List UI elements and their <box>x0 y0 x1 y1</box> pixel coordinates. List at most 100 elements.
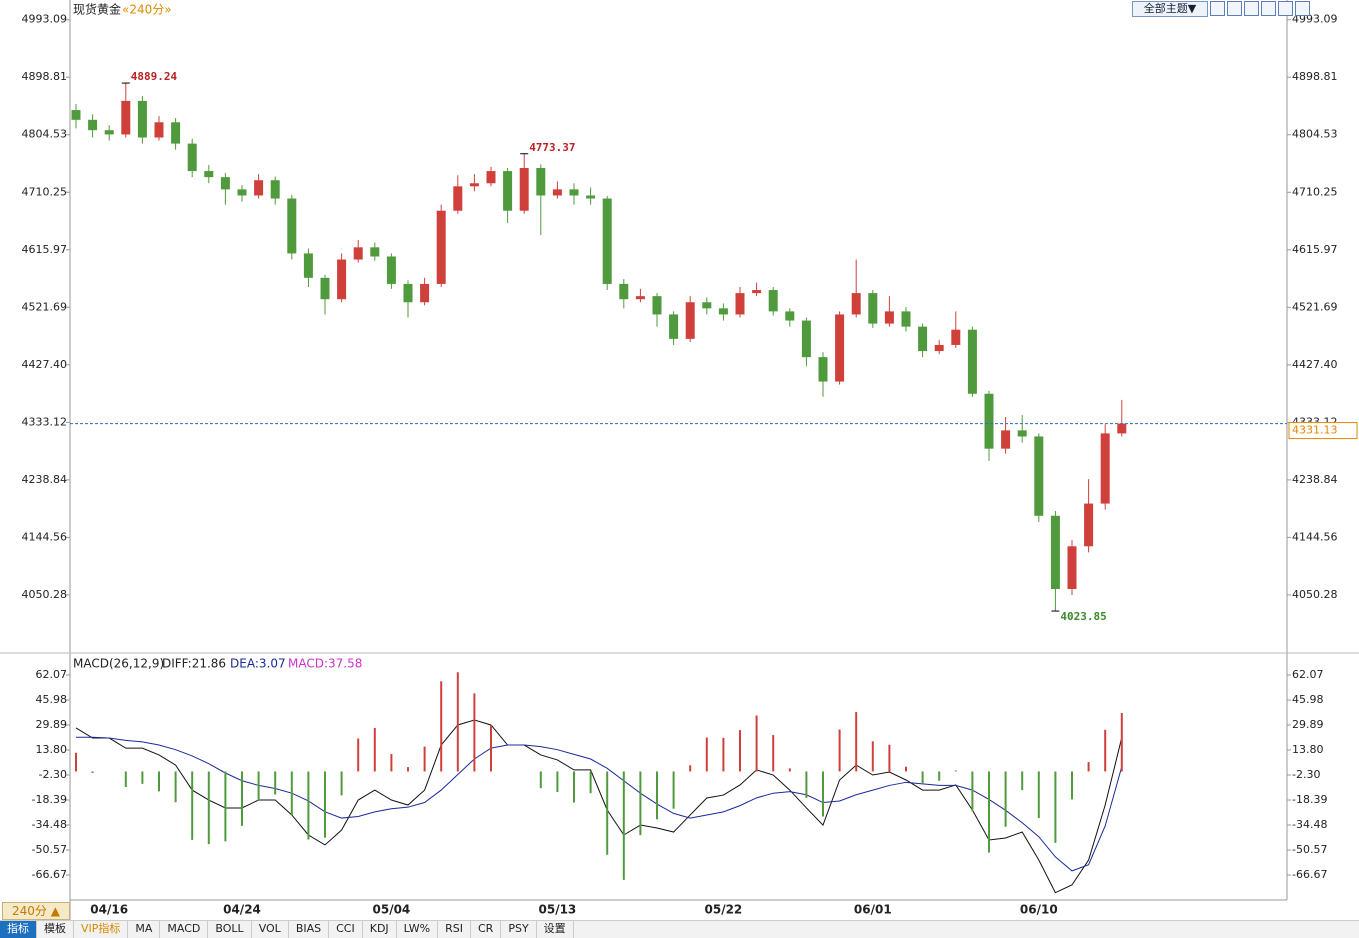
chart-title: 现货黄金 <box>73 2 121 17</box>
last-price-box <box>1288 422 1358 440</box>
legend-entry: MACD:37.58 <box>288 657 362 671</box>
toolbar-tab[interactable]: VIP指标 <box>74 921 129 938</box>
toolbar-tab[interactable]: CR <box>471 921 502 938</box>
candle-body <box>1001 430 1011 449</box>
toolbar-tab[interactable]: 设置 <box>537 921 574 938</box>
candle-body <box>868 293 878 324</box>
y-tick-label: 4521.69 <box>1292 300 1338 313</box>
candle-body <box>1084 503 1094 547</box>
candle-body <box>536 168 546 196</box>
low-annotation: 4023.85 <box>1060 610 1106 623</box>
toolbar-tab[interactable]: KDJ <box>363 921 397 938</box>
candle-body <box>137 100 147 138</box>
candle-body <box>154 122 164 138</box>
y-tick-label: 4050.28 <box>22 588 68 601</box>
y-tick-label: 4804.53 <box>22 128 68 141</box>
candle-body <box>801 320 811 358</box>
candle-body <box>1017 430 1027 437</box>
high-annotation: 4773.37 <box>529 141 575 154</box>
toolbar-tab[interactable]: BIAS <box>289 921 330 938</box>
icon[interactable] <box>1227 1 1242 16</box>
y-tick-label: -50.57 <box>1292 843 1327 856</box>
toolbar-tab[interactable]: LW% <box>397 921 439 938</box>
x-tick-label: 06/01 <box>854 903 892 917</box>
candle-body <box>171 122 181 144</box>
icon[interactable] <box>1295 1 1310 16</box>
candle-body <box>652 296 662 315</box>
y-tick-label: 4333.12 <box>22 415 68 428</box>
x-tick-label: 04/16 <box>90 903 128 917</box>
candle-body <box>337 259 347 300</box>
toolbar-tab[interactable]: PSY <box>501 921 537 938</box>
candle-body <box>768 290 778 312</box>
candle-body <box>353 247 363 260</box>
x-tick-label: 05/22 <box>705 903 743 917</box>
y-tick-label: -34.48 <box>32 818 67 831</box>
candle-body <box>104 130 114 135</box>
candle-body <box>918 326 928 352</box>
y-tick-label: 4144.56 <box>1292 530 1338 543</box>
indicator-toolbar: 指标 模板 VIP指标 MA MACD BOLL VOL BIAS CCI KDJ LW% RSI CR… <box>0 920 1359 938</box>
y-tick-label: 4710.25 <box>22 185 68 198</box>
y-tick-label: -2.30 <box>39 768 67 781</box>
candle-body <box>752 290 762 294</box>
macd-line <box>76 736 1123 872</box>
candle-body <box>901 311 911 327</box>
y-tick-label: -18.39 <box>1292 793 1327 806</box>
y-tick-label: 29.89 <box>36 718 68 731</box>
y-tick-label: 4238.84 <box>22 473 68 486</box>
candle-body <box>1067 546 1077 589</box>
toolbar-tab[interactable]: 模板 <box>37 921 74 938</box>
y-tick-label: 4898.81 <box>1292 70 1338 83</box>
y-tick-label: -66.67 <box>32 868 67 881</box>
theme-button[interactable]: 全部主题▼ <box>1132 1 1208 17</box>
toolbar-tab[interactable]: 指标 <box>0 921 37 938</box>
candle-body <box>735 293 745 315</box>
y-tick-label: 4144.56 <box>22 530 68 543</box>
icon[interactable] <box>1210 1 1225 16</box>
toolbar-tab[interactable]: MACD <box>160 921 209 938</box>
icon[interactable] <box>1244 1 1259 16</box>
candle-body <box>552 189 562 196</box>
candle-body <box>884 311 894 324</box>
candle-body <box>984 393 994 449</box>
x-tick-label: 05/04 <box>373 903 411 917</box>
candle-body <box>204 171 214 178</box>
candle-body <box>602 198 612 284</box>
candle-body <box>1100 433 1110 504</box>
icon[interactable] <box>1278 1 1293 16</box>
toolbar-tab[interactable]: VOL <box>252 921 289 938</box>
candle-body <box>187 143 197 172</box>
candle-body <box>1117 423 1127 434</box>
icon[interactable] <box>1261 1 1276 16</box>
candle-body <box>718 308 728 315</box>
toolbar-tab[interactable]: CCI <box>329 921 363 938</box>
candle-body <box>453 186 463 211</box>
y-tick-label: 62.07 <box>36 668 68 681</box>
toolbar-tab[interactable]: BOLL <box>208 921 252 938</box>
y-tick-label: 4615.97 <box>1292 243 1338 256</box>
toolbar-tab[interactable]: MA <box>128 921 161 938</box>
candle-body <box>1050 515 1060 589</box>
high-annotation: 4889.24 <box>131 70 178 83</box>
candle-body <box>469 183 479 187</box>
y-tick-label: -18.39 <box>32 793 67 806</box>
macd-title: MACD(26,12,9) <box>73 657 164 671</box>
toolbar-tab[interactable]: RSI <box>438 921 471 938</box>
x-tick-label: 04/24 <box>223 903 261 917</box>
y-tick-label: 45.98 <box>36 693 68 706</box>
y-tick-label: 45.98 <box>1292 693 1324 706</box>
chart-subtitle: «240分» <box>122 3 172 17</box>
y-tick-label: 4050.28 <box>1292 588 1338 601</box>
candle-body <box>669 314 679 339</box>
candle-body <box>370 247 380 257</box>
candle-body <box>386 256 396 284</box>
candle-body <box>436 210 446 284</box>
y-tick-label: 4427.40 <box>1292 358 1338 371</box>
x-tick-label: 06/10 <box>1020 903 1058 917</box>
candle-body <box>121 100 131 135</box>
candle-body <box>967 329 977 394</box>
period-button[interactable]: 240分 ▲ <box>2 902 70 920</box>
